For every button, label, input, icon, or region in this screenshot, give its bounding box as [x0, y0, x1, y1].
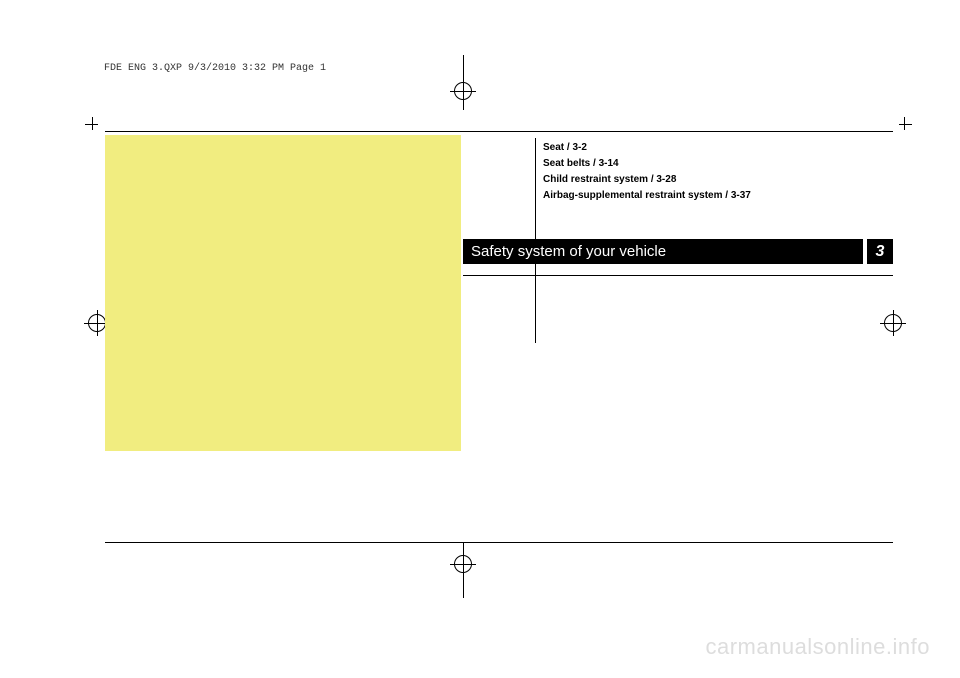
- chapter-number: 3: [876, 243, 885, 261]
- yellow-decorative-box: [105, 135, 461, 451]
- chapter-title-bar: Safety system of your vehicle: [463, 239, 893, 264]
- toc-item: Seat belts / 3-14: [543, 156, 751, 172]
- registration-mark-icon: [454, 555, 472, 573]
- horizontal-rule: [105, 131, 893, 132]
- registration-mark-icon: [88, 314, 106, 332]
- horizontal-rule: [463, 275, 893, 276]
- crop-mark: [85, 124, 98, 125]
- content-area: Seat / 3-2 Seat belts / 3-14 Child restr…: [105, 131, 893, 543]
- crop-mark: [899, 124, 912, 125]
- table-of-contents: Seat / 3-2 Seat belts / 3-14 Child restr…: [543, 140, 751, 204]
- watermark: carmanualsonline.info: [705, 634, 930, 660]
- chapter-number-box: 3: [863, 239, 893, 264]
- toc-item: Child restraint system / 3-28: [543, 172, 751, 188]
- page-header: FDE ENG 3.QXP 9/3/2010 3:32 PM Page 1: [104, 63, 326, 74]
- toc-item: Airbag-supplemental restraint system / 3…: [543, 188, 751, 204]
- registration-mark-icon: [454, 82, 472, 100]
- horizontal-rule: [105, 542, 893, 543]
- toc-item: Seat / 3-2: [543, 140, 751, 156]
- chapter-title: Safety system of your vehicle: [471, 243, 666, 260]
